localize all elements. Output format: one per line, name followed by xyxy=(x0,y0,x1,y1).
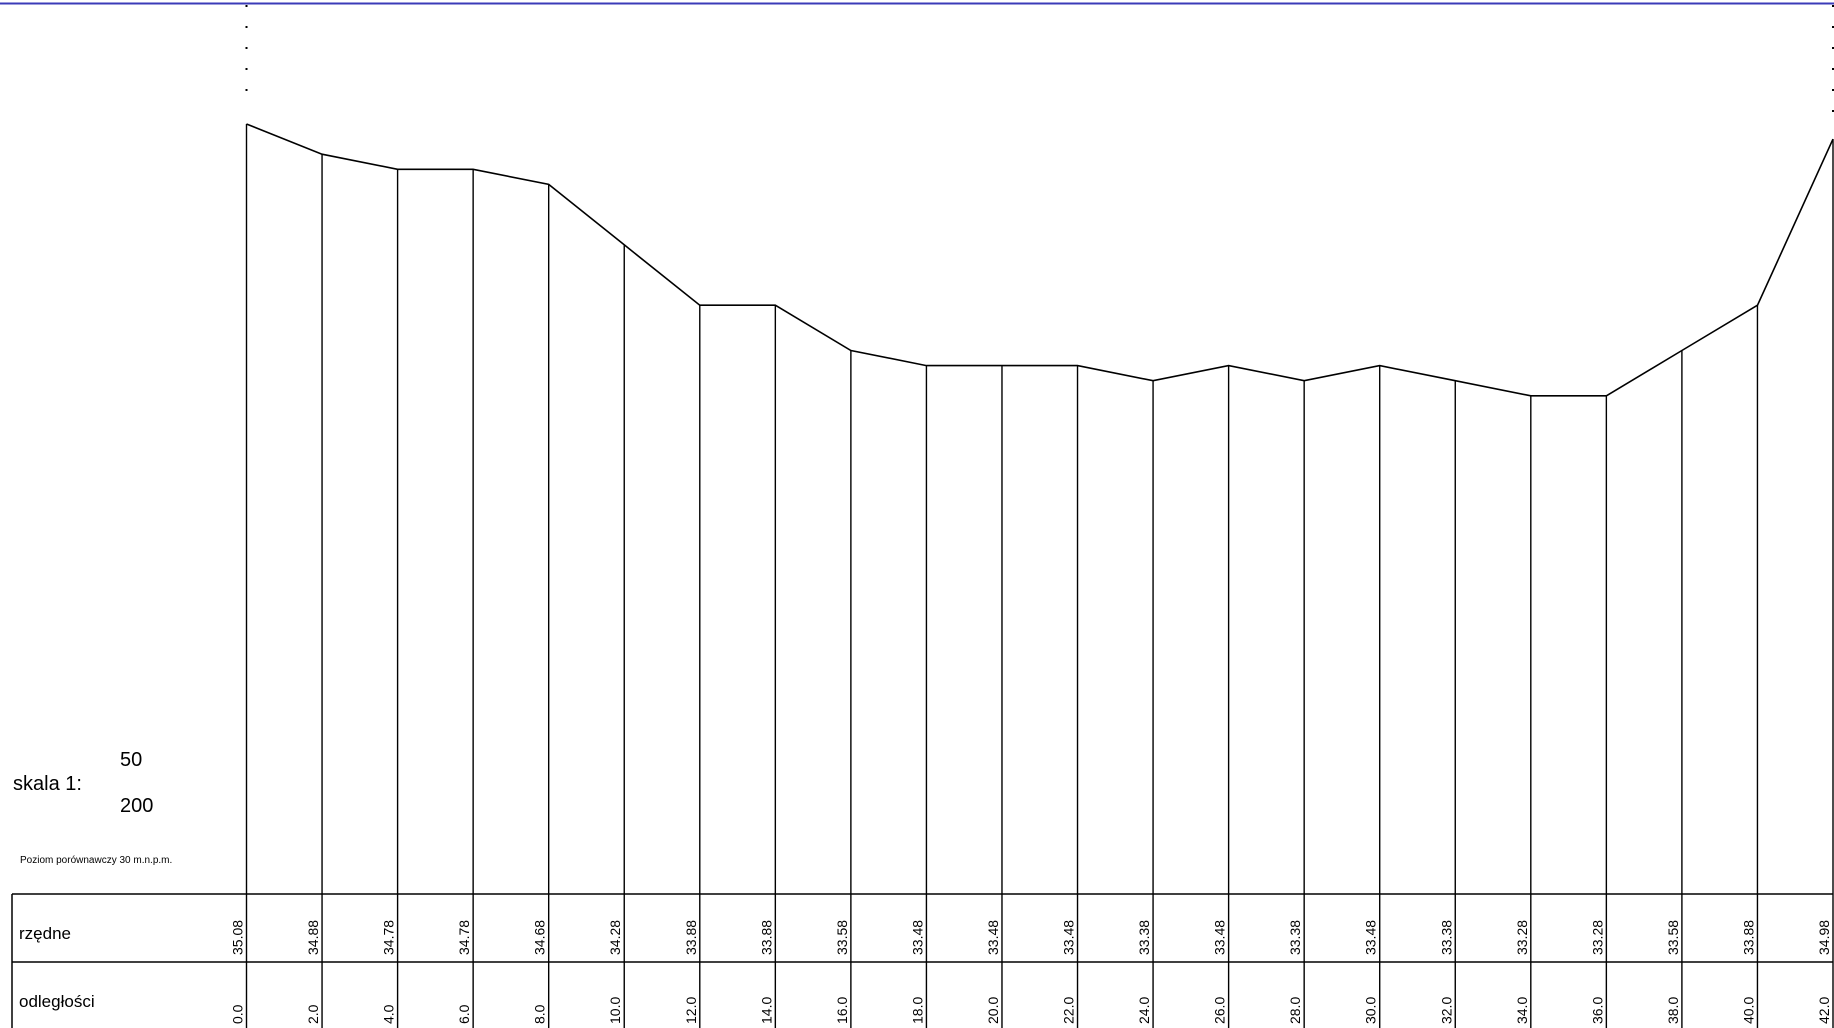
elevation-value: 33.88 xyxy=(1740,920,1756,955)
distance-value: 36.0 xyxy=(1589,997,1605,1024)
distance-value: 12.0 xyxy=(683,997,699,1024)
distance-value: 18.0 xyxy=(909,997,925,1024)
distance-value: 10.0 xyxy=(607,997,623,1024)
edge-dot xyxy=(1832,5,1834,7)
distance-value: 6.0 xyxy=(456,1004,472,1024)
edge-dot xyxy=(245,89,248,91)
elevation-value: 33.58 xyxy=(834,920,850,955)
elevation-value: 33.28 xyxy=(1514,920,1530,955)
distance-value: 40.0 xyxy=(1740,997,1756,1024)
distance-value: 38.0 xyxy=(1665,997,1681,1024)
edge-dot xyxy=(1832,110,1834,112)
elevation-value: 33.38 xyxy=(1287,920,1303,955)
edge-dot xyxy=(1832,26,1834,28)
distance-value: 22.0 xyxy=(1061,997,1077,1024)
distance-value: 0.0 xyxy=(230,1004,246,1024)
distance-value: 20.0 xyxy=(985,997,1001,1024)
elevations-row-label: rzędne xyxy=(19,924,71,943)
elevation-value: 33.48 xyxy=(985,920,1001,955)
elevation-value: 33.48 xyxy=(909,920,925,955)
distance-value: 24.0 xyxy=(1136,997,1152,1024)
elevation-value: 35.08 xyxy=(230,920,246,955)
elevation-value: 34.78 xyxy=(381,920,397,955)
elevation-value: 33.88 xyxy=(683,920,699,955)
elevation-value: 33.48 xyxy=(1363,920,1379,955)
edge-dot xyxy=(1832,89,1834,91)
edge-dot xyxy=(1832,68,1834,70)
elevation-value: 34.88 xyxy=(305,920,321,955)
elevation-value: 33.38 xyxy=(1136,920,1152,955)
distance-value: 4.0 xyxy=(381,1004,397,1024)
datum-note: Poziom porównawczy 30 m.n.p.m. xyxy=(20,855,173,866)
distance-value: 2.0 xyxy=(305,1004,321,1024)
distance-value: 8.0 xyxy=(532,1004,548,1024)
distance-value: 32.0 xyxy=(1438,997,1454,1024)
distance-value: 42.0 xyxy=(1816,997,1832,1024)
elevation-value: 33.28 xyxy=(1589,920,1605,955)
edge-dot xyxy=(245,5,248,7)
distance-value: 28.0 xyxy=(1287,997,1303,1024)
edge-dot xyxy=(1832,47,1834,49)
edge-dot xyxy=(245,26,248,28)
edge-dot xyxy=(245,68,248,70)
scale-vertical-value: 50 xyxy=(120,749,143,771)
elevation-value: 33.88 xyxy=(758,920,774,955)
data-table-grid xyxy=(11,893,1833,1028)
distance-value: 30.0 xyxy=(1363,997,1379,1024)
elevation-value: 33.38 xyxy=(1438,920,1454,955)
distance-value: 16.0 xyxy=(834,997,850,1024)
elevation-value: 33.48 xyxy=(1061,920,1077,955)
scale-horizontal-value: 200 xyxy=(120,795,154,817)
elevation-value: 34.28 xyxy=(607,920,623,955)
edge-dot xyxy=(245,47,248,49)
elevation-value: 34.68 xyxy=(532,920,548,955)
elevation-value: 33.48 xyxy=(1212,920,1228,955)
elevation-value: 34.98 xyxy=(1816,920,1832,955)
distance-value: 26.0 xyxy=(1212,997,1228,1024)
distances-row-label: odległości xyxy=(19,992,95,1011)
elevation-value: 34.78 xyxy=(456,920,472,955)
elevation-value: 33.58 xyxy=(1665,920,1681,955)
station-vertical-lines xyxy=(245,124,1834,1028)
edge-dotted-markers xyxy=(245,5,1834,112)
distance-value: 14.0 xyxy=(758,997,774,1024)
scale-label: skala 1: xyxy=(13,773,82,795)
distance-value: 34.0 xyxy=(1514,997,1530,1024)
table-values: 35.08 0.0 34.88 2.0 34.78 4.0 34.78 6.0 34.68 8.0… xyxy=(230,920,1833,1024)
terrain-profile-line xyxy=(246,123,1834,397)
